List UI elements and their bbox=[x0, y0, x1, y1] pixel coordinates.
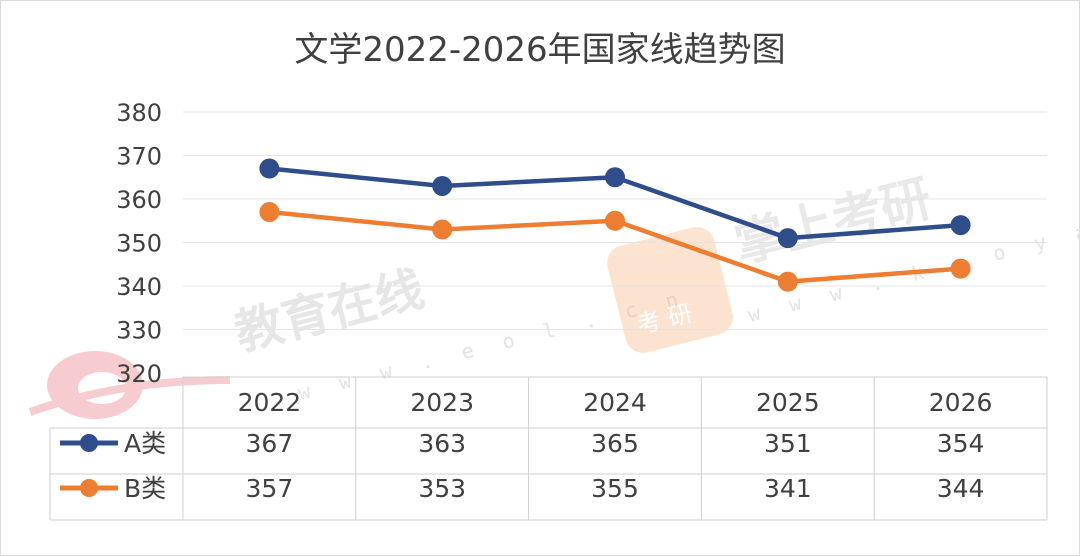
watermarks: 教育在线 w w w . e o l . c n 考 研 掌上考研 w w w … bbox=[28, 169, 1080, 419]
data-point bbox=[950, 258, 971, 279]
y-tick-label: 320 bbox=[116, 360, 162, 388]
y-tick-label: 380 bbox=[116, 99, 162, 127]
x-category-label: 2023 bbox=[410, 388, 474, 417]
legend-label: A类 bbox=[124, 429, 166, 458]
x-category-label: 2025 bbox=[756, 388, 820, 417]
data-point bbox=[950, 215, 971, 236]
data-table: 2022 2023 2024 2025 2026 A类 367 363 365 351 354 B类 3… bbox=[49, 376, 1048, 521]
eol-logo-icon bbox=[28, 351, 231, 419]
data-table-cell: 341 bbox=[764, 474, 812, 503]
y-tick-label: 340 bbox=[116, 273, 162, 301]
data-point bbox=[259, 202, 280, 223]
data-point bbox=[432, 175, 453, 196]
legend-marker bbox=[80, 434, 98, 452]
y-tick-label: 360 bbox=[116, 186, 162, 214]
gridlines bbox=[183, 111, 1047, 330]
data-point bbox=[259, 158, 280, 179]
y-tick-label: 330 bbox=[116, 317, 162, 345]
data-point bbox=[605, 210, 625, 231]
series-lines bbox=[259, 158, 971, 292]
data-table-cell: 365 bbox=[591, 429, 639, 458]
legend-label: B类 bbox=[124, 474, 166, 503]
data-table-cell: 351 bbox=[764, 429, 812, 458]
y-axis: 320 330 340 350 360 370 380 bbox=[116, 99, 162, 388]
x-category-label: 2026 bbox=[929, 388, 993, 417]
data-table-cell: 353 bbox=[418, 474, 466, 503]
legend-marker bbox=[80, 479, 98, 497]
data-table-cell: 363 bbox=[418, 429, 466, 458]
data-point bbox=[777, 271, 798, 292]
chart-title: 文学2022-2026年国家线趋势图 bbox=[294, 30, 786, 70]
data-point bbox=[432, 219, 453, 240]
data-point bbox=[777, 228, 798, 249]
kaoyan-badge-icon: 考 研 bbox=[607, 227, 733, 353]
x-category-label: 2024 bbox=[583, 388, 647, 417]
data-point bbox=[605, 167, 625, 188]
y-tick-label: 370 bbox=[116, 143, 162, 171]
y-tick-label: 350 bbox=[116, 230, 162, 258]
x-category-label: 2022 bbox=[238, 388, 302, 417]
data-table-cell: 354 bbox=[937, 429, 985, 458]
kaoyan-watermark-text: 掌上考研 bbox=[729, 169, 937, 274]
data-table-cell: 357 bbox=[246, 474, 294, 503]
data-table-cell: 367 bbox=[246, 429, 294, 458]
data-table-cell: 355 bbox=[591, 474, 639, 503]
data-table-cell: 344 bbox=[937, 474, 985, 503]
eol-watermark-text: 教育在线 bbox=[229, 261, 429, 362]
